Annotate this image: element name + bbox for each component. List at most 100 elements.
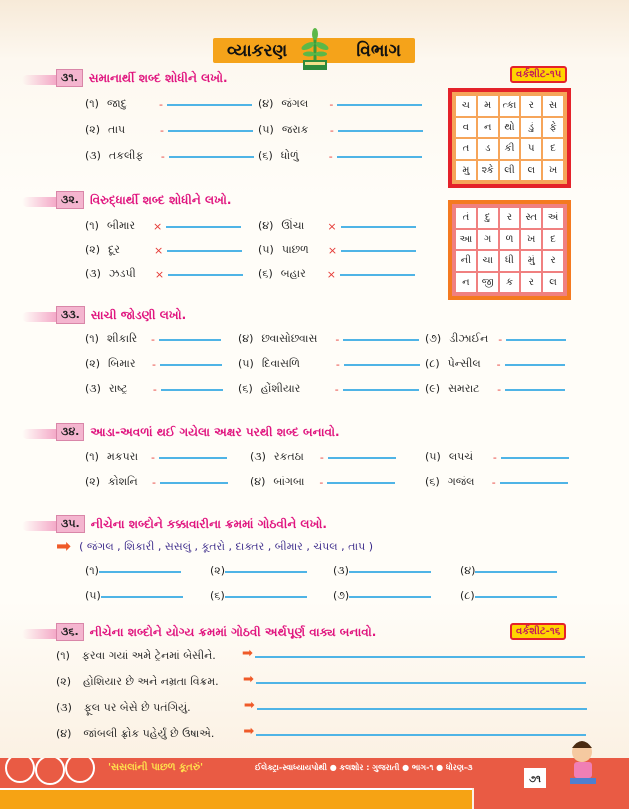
item-word: ડીઝાઈન	[449, 332, 489, 345]
grid-cell[interactable]: ખ	[521, 229, 542, 249]
grid-cell[interactable]: અં	[543, 208, 563, 228]
question-number: ૩૩.	[56, 306, 85, 324]
grid-cell[interactable]: ન	[477, 117, 498, 137]
grid-cell[interactable]: ળ	[499, 229, 520, 249]
answer-line[interactable]	[327, 457, 396, 459]
answer-line[interactable]	[158, 339, 221, 341]
answer-line[interactable]	[168, 156, 254, 158]
grid-cell[interactable]: ગ	[477, 229, 498, 249]
grid-cell[interactable]: લી	[499, 160, 520, 180]
answer-line[interactable]	[224, 596, 307, 598]
exercise-item: (૫)	[85, 587, 183, 603]
grid-cell[interactable]: કી	[499, 139, 520, 159]
answer-line[interactable]	[168, 274, 244, 276]
answer-line[interactable]	[343, 339, 420, 341]
grid-cell[interactable]: ધી	[499, 251, 520, 271]
sentence-item: (૪) જાંબલી ફ્રોક પહેર્યું છે ઉષાએ. ➡	[56, 724, 587, 741]
answer-line[interactable]	[505, 389, 566, 391]
answer-line[interactable]	[348, 571, 431, 573]
grid-cell[interactable]: પ	[521, 139, 542, 159]
item-separator: -	[150, 451, 155, 464]
grid-cell[interactable]: લ	[543, 272, 563, 292]
answer-line[interactable]	[342, 389, 419, 391]
grid-cell[interactable]: થો	[499, 117, 520, 137]
answer-line[interactable]	[255, 682, 586, 684]
grid-cell[interactable]: મુ	[456, 160, 476, 180]
exercise-item: (૨) તાપ -	[85, 121, 254, 137]
answer-line[interactable]	[504, 364, 565, 366]
grid-cell[interactable]: ની	[456, 251, 476, 271]
grid-cell[interactable]: દુ	[477, 208, 498, 228]
answer-line[interactable]	[349, 596, 432, 598]
grid-cell[interactable]: ત	[456, 139, 476, 159]
answer-line[interactable]	[225, 571, 308, 573]
grid-cell[interactable]: દ	[543, 229, 563, 249]
grid-cell[interactable]: આ	[456, 229, 476, 249]
answer-line[interactable]	[336, 156, 422, 158]
grid-cell[interactable]: દ	[543, 139, 563, 159]
item-number: (૧)	[85, 332, 99, 345]
item-number: (૨)	[85, 123, 101, 136]
grid-cell[interactable]: શ્કે	[477, 160, 498, 180]
grid-cell[interactable]: લ	[521, 160, 542, 180]
answer-line[interactable]	[160, 364, 223, 366]
answer-line[interactable]	[167, 250, 243, 252]
grid-cell[interactable]: ન	[456, 272, 476, 292]
answer-line[interactable]	[100, 596, 183, 598]
grid-cell[interactable]: મું	[521, 251, 542, 271]
answer-line[interactable]	[254, 656, 585, 658]
answer-line[interactable]	[256, 734, 587, 736]
answer-line[interactable]	[337, 104, 423, 106]
answer-line[interactable]	[166, 104, 252, 106]
answer-line[interactable]	[166, 226, 242, 228]
question-number: ૩૨.	[56, 191, 84, 209]
answer-line[interactable]	[340, 226, 416, 228]
item-number: (૪)	[258, 219, 274, 232]
grid-cell[interactable]: ક	[499, 272, 520, 292]
item-separator: -	[496, 358, 501, 371]
answer-line[interactable]	[341, 250, 417, 252]
item-number: (૩)	[85, 267, 101, 280]
answer-line[interactable]	[474, 596, 557, 598]
answer-line[interactable]	[500, 457, 569, 459]
item-separator: -	[152, 383, 157, 396]
grid-cell[interactable]: સ	[543, 96, 563, 116]
grid-cell[interactable]: ફે	[543, 117, 563, 137]
answer-line[interactable]	[343, 364, 420, 366]
exercise-item: (૬) બહાર ×	[258, 265, 415, 281]
grid-cell[interactable]: જી	[477, 272, 498, 292]
answer-line[interactable]	[256, 708, 587, 710]
answer-line[interactable]	[506, 339, 567, 341]
grid-cell[interactable]: ર	[499, 208, 520, 228]
answer-line[interactable]	[337, 130, 423, 132]
grid-cell[interactable]: સ્ત	[521, 208, 542, 228]
answer-line[interactable]	[168, 130, 254, 132]
answer-line[interactable]	[499, 482, 568, 484]
item-separator: -	[160, 124, 165, 137]
grid-cell[interactable]: ચ	[456, 96, 476, 116]
grid-cell[interactable]: ર	[521, 96, 542, 116]
grid-cell[interactable]: ડું	[521, 117, 542, 137]
question-number: ૩૫.	[56, 515, 85, 533]
grid-cell[interactable]: વ	[456, 117, 476, 137]
grid-cell[interactable]: ર	[521, 272, 542, 292]
grid-cell[interactable]: ર	[543, 251, 563, 271]
answer-line[interactable]	[160, 482, 229, 484]
exercise-item: (૩)	[333, 562, 431, 578]
child-reading-icon	[570, 741, 596, 784]
exercise-item: (૩) રકતઠા -	[250, 448, 396, 464]
answer-line[interactable]	[475, 571, 558, 573]
answer-line[interactable]	[160, 389, 223, 391]
grid-cell[interactable]: તં	[456, 208, 476, 228]
answer-line[interactable]	[98, 571, 181, 573]
exercise-item: (૩) ઝડપી ×	[85, 265, 244, 281]
grid-cell[interactable]: ડ	[477, 139, 498, 159]
grid-cell[interactable]: ત્કા	[499, 96, 520, 116]
grid-cell[interactable]: મ	[477, 96, 498, 116]
grid-cell[interactable]: ખ	[543, 160, 563, 180]
grid-cell[interactable]: ચા	[477, 251, 498, 271]
answer-line[interactable]	[327, 482, 396, 484]
answer-line[interactable]	[158, 457, 227, 459]
answer-line[interactable]	[339, 274, 415, 276]
item-word: તકલીફ	[108, 149, 144, 162]
